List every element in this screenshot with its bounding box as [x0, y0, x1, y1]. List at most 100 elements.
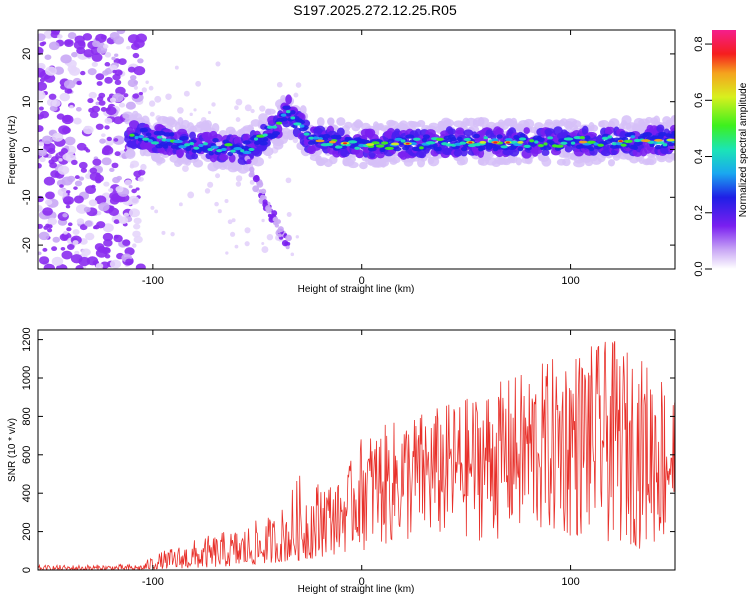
noise-blob	[114, 79, 122, 85]
branch-blob	[265, 205, 272, 212]
faint-blob	[235, 98, 243, 106]
noise-blob	[72, 229, 80, 235]
ridge-core	[493, 145, 501, 150]
ridge-hotspot	[662, 143, 668, 147]
noise-blob	[38, 125, 44, 133]
noise-blob	[50, 30, 61, 35]
ridge-hotspot	[156, 135, 163, 139]
branch-blob	[277, 226, 284, 233]
noise-blob	[74, 175, 80, 180]
ridge-hotspot	[573, 135, 582, 140]
ridge-hotspot	[334, 145, 343, 149]
noise-blob	[74, 250, 80, 255]
noise-blob	[47, 228, 53, 233]
snr-xtick-label: 100	[561, 576, 579, 588]
ridge-core	[281, 117, 288, 122]
ridge-hotspot	[529, 139, 535, 143]
colorbar-label: Normalized spectral amplitude	[738, 82, 749, 217]
ridge-hotspot	[317, 137, 323, 141]
noise-blob	[67, 222, 73, 227]
noise-blob	[59, 184, 64, 188]
faint-blob	[249, 179, 255, 185]
noise-blob	[51, 99, 61, 107]
ridge-core	[658, 131, 667, 137]
ridge-peak-max	[405, 142, 410, 145]
branch-blob	[281, 239, 289, 247]
faint-blob	[211, 102, 216, 107]
noise-blob	[41, 135, 53, 145]
branch-blob	[256, 180, 264, 188]
ridge-core	[166, 141, 173, 146]
ridge-hotspot	[607, 135, 613, 139]
ridge-hotspot	[198, 143, 204, 148]
noise-blob	[118, 58, 127, 65]
ridge-halo	[416, 119, 426, 128]
faint-blob	[189, 112, 193, 117]
ridge-hotspot	[445, 143, 453, 147]
noise-blob	[38, 106, 44, 111]
faint-blob	[129, 163, 135, 169]
noise-blob	[82, 33, 93, 41]
ridge-core	[671, 130, 675, 136]
noise-blob	[39, 110, 50, 119]
ridge-halo	[459, 155, 469, 165]
noise-blob	[87, 98, 94, 104]
faint-blob	[225, 251, 229, 255]
snr-frame	[37, 329, 676, 571]
ridge-hotspot	[286, 110, 291, 114]
ridge-band	[495, 149, 504, 158]
spectrogram-xlabel: Height of straight line (km)	[298, 284, 415, 295]
ridge-hotspot	[615, 142, 623, 146]
ridge-hotspot	[601, 136, 609, 140]
snr-ytick-label: 600	[21, 446, 33, 464]
noise-blob	[48, 159, 55, 165]
noise-blob	[66, 227, 72, 232]
ridge-core	[480, 145, 486, 151]
noise-blob	[63, 230, 68, 235]
ridge-halo	[359, 161, 368, 170]
noise-blob	[91, 61, 98, 67]
noise-blob	[67, 65, 78, 73]
ridge-band	[564, 145, 573, 153]
noise-blob	[135, 187, 140, 191]
noise-blob	[86, 256, 99, 266]
ridge-core	[208, 151, 214, 156]
noise-blob	[60, 54, 72, 64]
noise-blob	[118, 102, 126, 108]
noise-blob	[128, 208, 140, 218]
noise-blob	[122, 239, 131, 246]
noise-blob	[49, 106, 55, 111]
ridge-hotspot	[459, 141, 467, 145]
ridge-halo	[515, 157, 522, 166]
noise-blob	[62, 196, 74, 205]
ridge-halo	[670, 153, 675, 161]
faint-blob	[149, 111, 155, 117]
ridge-core	[145, 132, 152, 137]
faint-blob	[259, 105, 266, 112]
noise-blob	[104, 117, 113, 124]
noise-blob	[76, 142, 87, 151]
ridge-halo	[670, 114, 675, 122]
ridge-hotspot	[138, 135, 144, 139]
noise-blob	[100, 107, 107, 112]
ridge-hotspot	[381, 141, 389, 145]
noise-blob	[57, 165, 70, 175]
ridge-hotspot	[280, 113, 287, 117]
noise-blob	[58, 158, 63, 162]
noise-blob	[138, 91, 144, 96]
noise-blob	[61, 250, 73, 260]
faint-blob	[177, 107, 184, 114]
ridge-hotspot	[354, 146, 360, 150]
noise-blob	[84, 220, 93, 227]
noise-blob	[113, 219, 120, 224]
faint-blob	[285, 177, 292, 184]
ridge-halo	[203, 120, 213, 130]
faint-blob	[224, 199, 229, 204]
noise-blob	[125, 258, 134, 266]
snr-xtick-label: -100	[142, 576, 164, 588]
noise-blob	[118, 216, 129, 225]
spectrogram-ytick-label: -20	[21, 237, 33, 253]
noise-blob	[45, 191, 55, 200]
ridge-halo	[523, 118, 535, 129]
